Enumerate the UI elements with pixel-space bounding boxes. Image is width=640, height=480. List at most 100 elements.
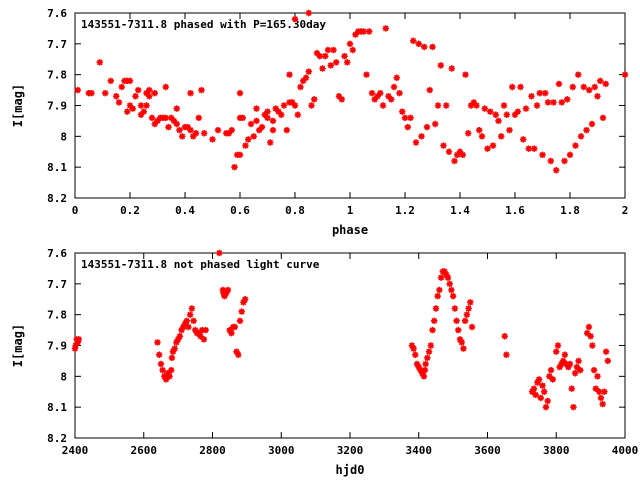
x-tick-label: 0.6 [230, 204, 250, 217]
data-point [412, 351, 419, 358]
data-point [517, 83, 524, 91]
data-point [412, 139, 420, 146]
data-point [528, 388, 536, 395]
data-point [253, 117, 260, 125]
data-point [186, 311, 194, 318]
data-point [481, 105, 488, 112]
data-point [572, 142, 579, 149]
data-point [146, 86, 153, 94]
data-point [455, 326, 462, 334]
y-axis-label: I[mag] [11, 324, 25, 367]
data-point [596, 388, 603, 395]
data-point [180, 323, 187, 331]
data-point [539, 151, 546, 159]
data-point [563, 360, 570, 368]
data-point [585, 323, 593, 331]
y-tick-label: 7.8 [47, 309, 67, 322]
data-point [446, 280, 453, 288]
data-point [280, 102, 288, 109]
data-point [591, 83, 598, 91]
data-point [214, 126, 222, 134]
data-point [550, 99, 557, 106]
data-point [415, 40, 422, 48]
data-point [541, 388, 548, 395]
data-point [478, 133, 486, 140]
data-point [448, 65, 455, 72]
data-point [453, 317, 460, 325]
data-point [231, 163, 238, 171]
data-point [324, 46, 332, 54]
data-point [366, 28, 373, 35]
data-point [458, 339, 465, 346]
y-tick-label: 7.7 [47, 278, 67, 291]
data-point [553, 167, 560, 174]
data-point [148, 114, 156, 122]
data-point [291, 15, 299, 23]
data-point [558, 99, 565, 106]
data-point [200, 336, 208, 343]
data-point [489, 142, 497, 149]
data-point [327, 62, 334, 69]
data-point [533, 102, 541, 109]
x-tick-label: 3400 [406, 444, 433, 457]
data-point [530, 385, 538, 392]
data-point [72, 342, 79, 349]
data-point [159, 366, 166, 374]
data-point [135, 86, 142, 94]
x-tick-label: 1.8 [560, 204, 580, 217]
data-point [231, 323, 239, 331]
data-point [173, 339, 180, 346]
x-tick-label: 4000 [612, 444, 639, 457]
data-point [275, 108, 282, 115]
data-point [256, 126, 263, 134]
data-point [590, 366, 598, 374]
data-point [267, 139, 274, 146]
data-point [577, 133, 585, 140]
x-tick-label: 1.2 [395, 204, 415, 217]
data-point [151, 120, 158, 128]
y-tick-label: 8 [60, 130, 67, 143]
x-axis-label: hjd0 [336, 463, 365, 477]
data-point [322, 52, 329, 60]
data-point [166, 373, 173, 380]
data-point [96, 59, 103, 66]
data-point [171, 345, 178, 352]
data-point [407, 114, 414, 122]
data-point [162, 83, 169, 91]
data-point [396, 89, 403, 97]
data-point [228, 329, 235, 337]
data-point [531, 145, 538, 152]
data-point [575, 71, 582, 78]
data-point [437, 62, 444, 69]
x-tick-label: 0 [72, 204, 79, 217]
data-point [568, 385, 575, 392]
data-point [151, 89, 158, 97]
data-point [587, 333, 594, 340]
data-point [235, 351, 242, 358]
data-point [283, 126, 290, 134]
data-point [297, 83, 304, 91]
data-point [418, 370, 426, 377]
data-point [346, 40, 354, 48]
data-point [456, 336, 464, 343]
data-point [473, 102, 480, 109]
data-point [236, 317, 244, 325]
data-point [385, 93, 392, 100]
data-point [597, 77, 604, 85]
data-point [487, 108, 494, 115]
data-point [174, 336, 182, 343]
data-point [544, 397, 551, 405]
data-point [544, 99, 552, 106]
data-point [157, 360, 165, 368]
data-point [441, 268, 448, 275]
data-point [374, 93, 381, 100]
data-point [522, 105, 530, 112]
data-point [338, 96, 345, 103]
data-point [176, 333, 184, 340]
data-point [556, 363, 563, 371]
data-point [225, 130, 233, 137]
x-tick-label: 2800 [199, 444, 226, 457]
data-point [503, 111, 510, 118]
data-point [525, 145, 532, 152]
data-point [168, 114, 175, 122]
